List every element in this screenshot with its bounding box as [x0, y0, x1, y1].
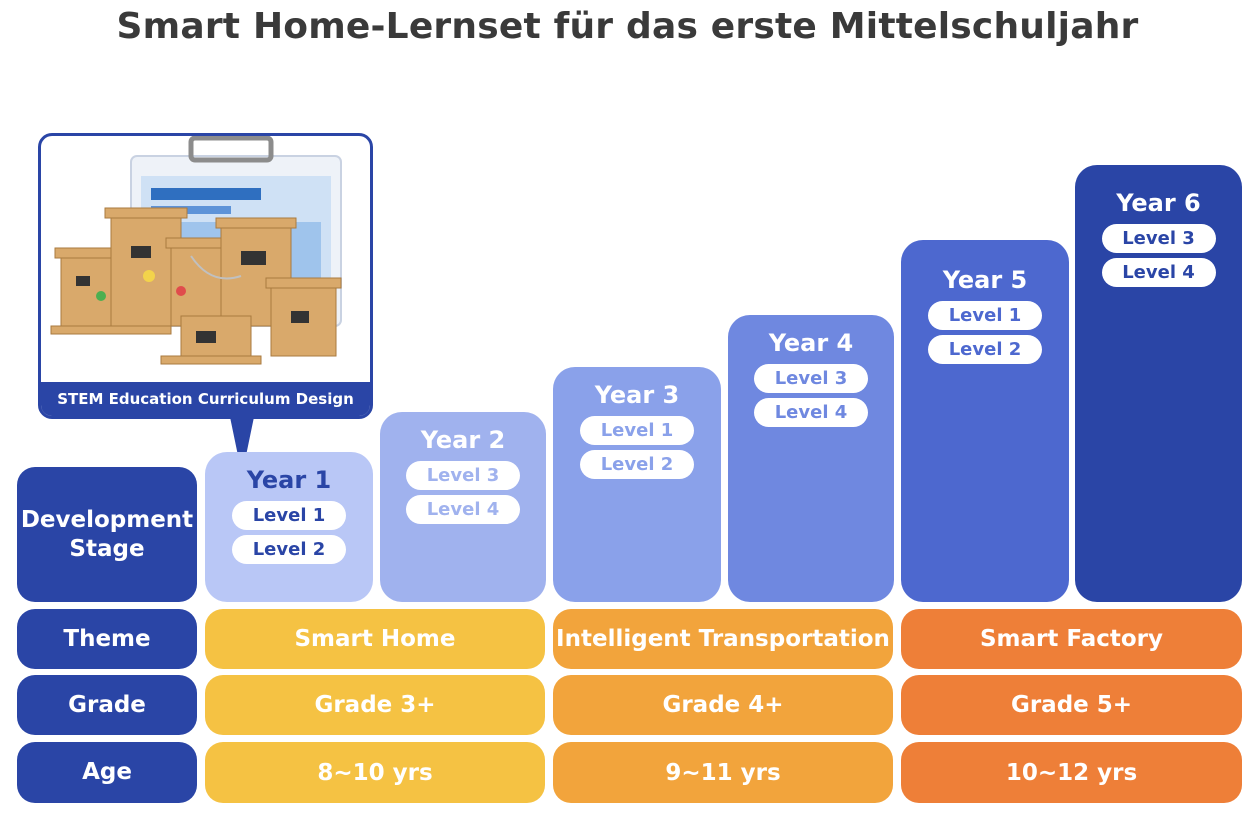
year-label: Year 1 — [246, 466, 332, 494]
theme-cell: Intelligent Transportation — [553, 609, 893, 669]
age-cell: 10~12 yrs — [901, 742, 1242, 803]
year-label: Year 4 — [768, 329, 854, 357]
year-label: Year 6 — [1116, 189, 1201, 217]
row-label-development-stage: Development Stage — [17, 467, 197, 602]
year-label: Year 3 — [594, 381, 680, 409]
level-badge: Level 3 — [406, 461, 520, 490]
level-badge: Level 1 — [928, 301, 1042, 330]
year-label: Year 5 — [942, 266, 1028, 294]
stage-year-5: Year 5 Level 1 Level 2 — [901, 240, 1069, 602]
level-badge: Level 1 — [232, 501, 346, 530]
level-badge: Level 3 — [1101, 224, 1216, 253]
level-badge: Level 2 — [232, 535, 346, 564]
stage-year-3: Year 3 Level 1 Level 2 — [553, 367, 721, 602]
level-badge: Level 3 — [754, 364, 868, 393]
grade-cell: Grade 5+ — [901, 675, 1242, 735]
product-photo-card: STEM Education Curriculum Design — [38, 133, 373, 419]
row-label-age: Age — [17, 742, 197, 803]
row-label-theme: Theme — [17, 609, 197, 669]
level-badge: Level 1 — [580, 416, 694, 445]
age-cell: 9~11 yrs — [553, 742, 893, 803]
level-badge: Level 2 — [928, 335, 1042, 364]
product-kit-illustration — [50, 136, 342, 365]
page-title: Smart Home-Lernset für das erste Mittels… — [116, 6, 1139, 47]
level-badge: Level 2 — [580, 450, 694, 479]
level-badge: Level 4 — [406, 495, 520, 524]
theme-cell: Smart Home — [205, 609, 545, 669]
grade-cell: Grade 4+ — [553, 675, 893, 735]
curriculum-caption: STEM Education Curriculum Design — [41, 382, 370, 416]
stage-year-1: Year 1 Level 1 Level 2 — [205, 452, 373, 602]
grade-cell: Grade 3+ — [205, 675, 545, 735]
row-label-grade: Grade — [17, 675, 197, 735]
year-label: Year 2 — [420, 426, 506, 454]
theme-cell: Smart Factory — [901, 609, 1242, 669]
age-cell: 8~10 yrs — [205, 742, 545, 803]
stage-year-4: Year 4 Level 3 Level 4 — [728, 315, 894, 602]
level-badge: Level 4 — [1101, 258, 1216, 287]
stage-year-2: Year 2 Level 3 Level 4 — [380, 412, 546, 602]
level-badge: Level 4 — [754, 398, 868, 427]
stage-year-6: Year 6 Level 3 Level 4 — [1075, 165, 1242, 602]
